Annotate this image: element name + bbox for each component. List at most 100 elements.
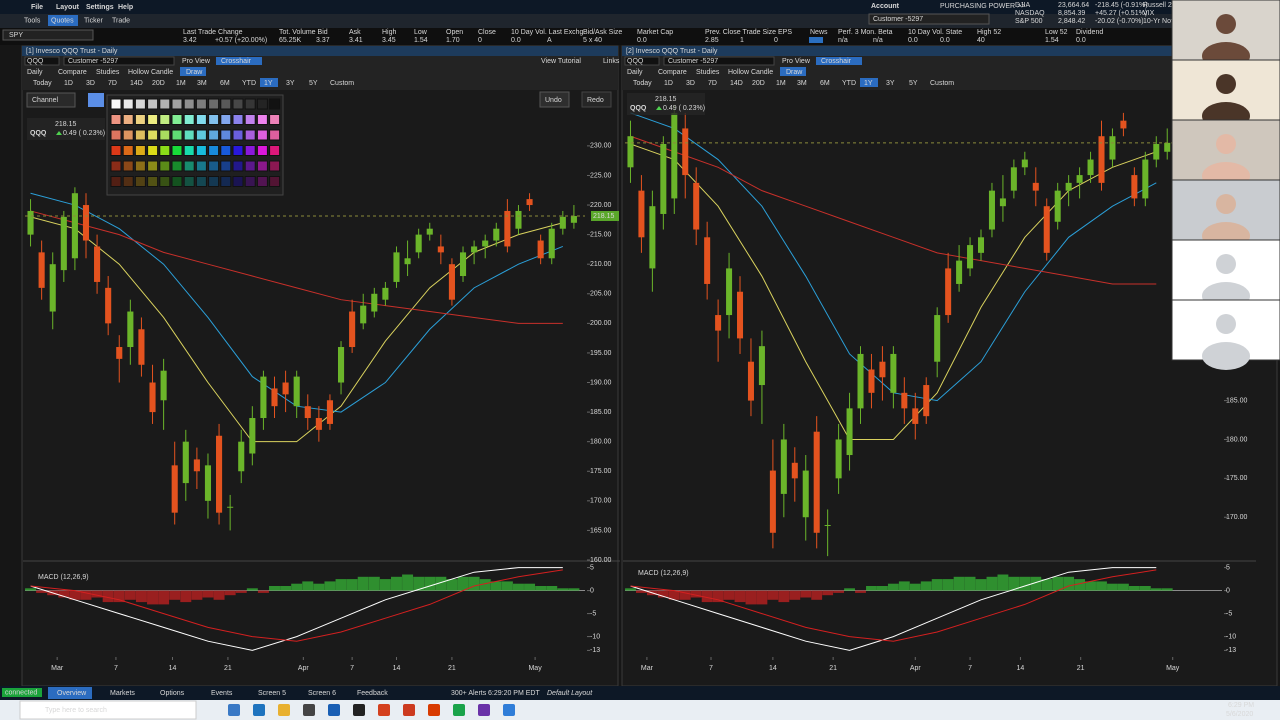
candle-body — [238, 441, 245, 472]
toolbar-button[interactable]: Daily — [627, 69, 643, 76]
range-button[interactable]: 1M — [176, 80, 186, 87]
candle-body — [326, 400, 333, 424]
toolbar-button[interactable]: Studies — [96, 69, 120, 76]
tab[interactable]: Quotes — [51, 17, 74, 24]
feedback-link[interactable]: Feedback — [357, 690, 388, 697]
drawing-tool[interactable]: Channel — [32, 97, 59, 104]
macd-histogram — [1008, 576, 1020, 591]
y-tick-label: 205.00 — [590, 291, 612, 298]
toolbar-button[interactable]: Hollow Candle — [728, 69, 773, 76]
range-button[interactable]: 5Y — [909, 80, 918, 87]
quote-label: Open — [446, 29, 463, 36]
quote-label: 10 Day Vol. Last Exchg. — [511, 29, 585, 36]
range-button[interactable]: 5Y — [309, 80, 318, 87]
macd-histogram — [158, 590, 170, 605]
toolbar-button[interactable]: Daily — [27, 69, 43, 76]
legend-box — [627, 93, 705, 115]
range-button[interactable]: 3Y — [286, 80, 295, 87]
toolbar-button[interactable]: Hollow Candle — [128, 69, 173, 76]
redo-button[interactable]: Redo — [587, 97, 604, 104]
range-button[interactable]: 3M — [197, 80, 207, 87]
toolbar-button[interactable]: Compare — [58, 69, 87, 76]
range-button[interactable]: Today — [633, 80, 652, 87]
quote-value: A — [547, 37, 552, 44]
quote-value: 40 — [977, 37, 985, 44]
undo-button[interactable]: Undo — [545, 97, 562, 104]
range-button[interactable]: 20D — [752, 80, 765, 87]
y-tick-label: 210.00 — [590, 261, 612, 268]
candle-body — [1054, 190, 1061, 222]
candle-body — [415, 234, 422, 253]
color-swatch — [171, 114, 183, 125]
screen-tab[interactable]: Overview — [57, 690, 87, 697]
screen-tab[interactable]: Options — [160, 690, 185, 697]
menu-item[interactable]: Help — [118, 4, 133, 11]
view-menu[interactable]: Pro View — [782, 58, 811, 65]
toolbar-button[interactable]: Studies — [696, 69, 720, 76]
range-button[interactable]: 7D — [708, 80, 717, 87]
range-button[interactable]: YTD — [242, 80, 256, 87]
color-swatch — [220, 114, 232, 125]
screen-tab[interactable]: Screen 6 — [308, 690, 336, 697]
macd-histogram — [102, 590, 114, 603]
range-button[interactable]: 1D — [664, 80, 673, 87]
screen-tab[interactable]: Events — [211, 690, 233, 697]
range-button[interactable]: 6M — [220, 80, 230, 87]
range-button[interactable]: 3Y — [886, 80, 895, 87]
moving-average — [30, 210, 563, 324]
range-button[interactable]: 3D — [686, 80, 695, 87]
link[interactable]: View Tutorial — [541, 58, 581, 65]
range-button[interactable]: 7D — [108, 80, 117, 87]
range-button[interactable]: 1M — [776, 80, 786, 87]
range-button[interactable]: Custom — [330, 80, 354, 87]
color-swatch — [110, 176, 122, 187]
menu-item[interactable]: Settings — [86, 4, 114, 11]
macd-histogram — [424, 576, 436, 591]
range-button[interactable]: YTD — [842, 80, 856, 87]
tab[interactable]: Trade — [112, 17, 130, 24]
screen-tab[interactable]: Markets — [110, 690, 135, 697]
range-button[interactable]: 14D — [730, 80, 743, 87]
screen-tab[interactable]: Screen 5 — [258, 690, 286, 697]
mode-button[interactable]: Crosshair — [821, 58, 852, 65]
menu-item[interactable]: File — [31, 4, 43, 11]
toolbar-button[interactable]: Draw — [786, 69, 803, 76]
tab[interactable]: Ticker — [84, 17, 103, 24]
quote-label: Perf. 3 Mon. Beta — [838, 29, 893, 36]
view-menu[interactable]: Pro View — [182, 58, 211, 65]
search-placeholder[interactable]: Type here to search — [45, 707, 107, 714]
color-swatch — [220, 176, 232, 187]
range-button[interactable]: Today — [33, 80, 52, 87]
color-swatch — [208, 98, 220, 110]
index-value: 23,664.64 — [1058, 2, 1089, 9]
macd-histogram — [235, 590, 247, 593]
range-button[interactable]: 14D — [130, 80, 143, 87]
color-swatch — [232, 114, 244, 125]
candle-body — [182, 441, 189, 484]
color-swatch — [122, 160, 134, 172]
range-button[interactable]: Custom — [930, 80, 954, 87]
range-button[interactable]: 1Y — [864, 80, 873, 87]
range-button[interactable]: 3M — [797, 80, 807, 87]
mode-button[interactable]: Crosshair — [221, 58, 252, 65]
quote-label: High 52 — [977, 29, 1001, 36]
x-tick-label: Mar — [51, 665, 64, 672]
candle-body — [216, 435, 223, 513]
color-swatch — [134, 114, 146, 125]
range-button[interactable]: 3D — [86, 80, 95, 87]
candle-body — [1010, 167, 1017, 191]
toolbar-button[interactable]: Compare — [658, 69, 687, 76]
quote-label: 10 Day Vol. State — [908, 29, 962, 36]
color-swatch — [195, 129, 207, 141]
tab[interactable]: Tools — [24, 17, 41, 24]
range-button[interactable]: 1D — [64, 80, 73, 87]
menu-item[interactable]: Layout — [56, 4, 80, 11]
link[interactable]: Links — [603, 58, 620, 65]
toolbar-button[interactable]: Draw — [186, 69, 203, 76]
range-button[interactable]: 6M — [820, 80, 830, 87]
candle-body — [193, 459, 200, 472]
range-button[interactable]: 20D — [152, 80, 165, 87]
range-button[interactable]: 1Y — [264, 80, 273, 87]
candle-body — [660, 143, 667, 214]
alerts[interactable]: 300+ Alerts — [451, 690, 487, 697]
